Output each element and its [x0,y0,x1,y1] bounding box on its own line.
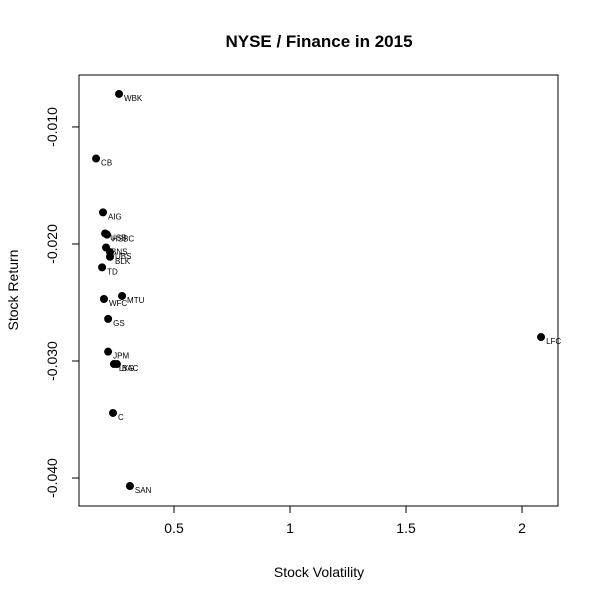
x-tick-label: 2 [518,520,526,536]
point-label: WBK [124,94,143,103]
x-axis-label: Stock Volatility [274,564,364,580]
plot-frame [78,74,559,507]
point [104,314,113,323]
point [98,263,107,272]
point-label: CB [101,159,112,168]
point-label: JPM [113,352,129,361]
point-label: LFC [546,337,561,346]
point-label: AIG [108,212,122,221]
point-label: HSBC [112,235,134,244]
point-label: BAC [122,364,139,373]
y-tick-label: -0.030 [44,341,60,381]
point-label: UBS [115,252,131,261]
point-label: SAN [135,486,152,495]
point-label: C [118,413,124,422]
point [102,230,111,239]
point-label: TD [107,267,118,276]
x-tick-label: 0.5 [164,520,184,536]
point [108,408,117,417]
y-tick-label: -0.040 [44,458,60,498]
point [537,333,546,342]
point-label: USB [110,233,126,242]
y-tick-label: -0.010 [44,107,60,147]
point-label: GS [113,319,125,328]
point [104,347,113,356]
point [92,154,101,163]
point [115,89,124,98]
x-tick-label: 1 [286,520,294,536]
point-label: BLK [115,257,131,266]
point [125,481,134,490]
point [118,291,127,300]
point [112,360,121,369]
point [99,208,108,217]
x-tick-label: 1.5 [396,520,416,536]
point-label: LYG [119,364,134,373]
point-label: MTU [127,296,145,305]
point-label: BNS [111,247,127,256]
y-tick-label: -0.020 [44,224,60,264]
point [99,294,108,303]
y-axis-label: Stock Return [5,250,21,331]
chart-title: NYSE / Finance in 2015 [225,32,412,51]
point-label: WFC [109,299,127,308]
point [105,252,114,261]
